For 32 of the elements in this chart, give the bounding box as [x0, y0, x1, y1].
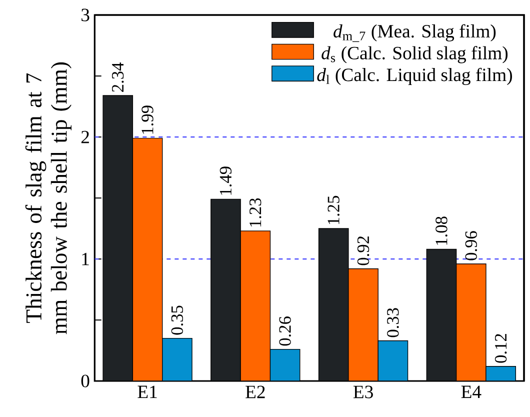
y-tick-label: 0: [81, 374, 90, 388]
bar: [348, 268, 378, 381]
x-tick-label: E1: [138, 386, 157, 398]
x-tick-label: E3: [353, 386, 373, 398]
x-tick-label: E2: [246, 386, 265, 398]
bar: [318, 228, 349, 381]
bar: [240, 230, 271, 381]
y-tick-label: 3: [82, 8, 90, 22]
bar: [132, 138, 163, 381]
legend-label: d$_{m_7}$ (Mea. Slag film): [334, 24, 496, 42]
y-tick-label: 1: [82, 252, 89, 266]
x-tick-label: E4: [461, 386, 482, 398]
data-label: 1.49: [220, 166, 232, 195]
data-label: 0.35: [171, 306, 184, 335]
y-axis-title: Thickness of slag film at 7 mm below the shell tip (mm): [25, 62, 72, 334]
data-label: 0.96: [465, 231, 478, 260]
data-label: 2.34: [112, 62, 124, 92]
data-label: 1.23: [250, 198, 262, 226]
legend-label: d$_{l}$ (Calc. Liquid slag film): [317, 68, 512, 86]
legend-label: d$_{s}$ (Calc. Solid slag film): [322, 46, 508, 64]
data-label: 1.25: [328, 196, 340, 224]
bar: [210, 198, 241, 381]
y-tick-label: 2: [81, 130, 89, 144]
data-label: 0.12: [494, 334, 507, 363]
bar: [426, 248, 457, 381]
data-label: 0.92: [357, 236, 370, 266]
bar: [456, 264, 486, 381]
data-label: 0.26: [279, 316, 291, 346]
data-label: 1.08: [436, 216, 448, 245]
data-label: 1.99: [142, 106, 154, 134]
bar: [102, 95, 134, 381]
data-label: 0.33: [387, 308, 399, 338]
